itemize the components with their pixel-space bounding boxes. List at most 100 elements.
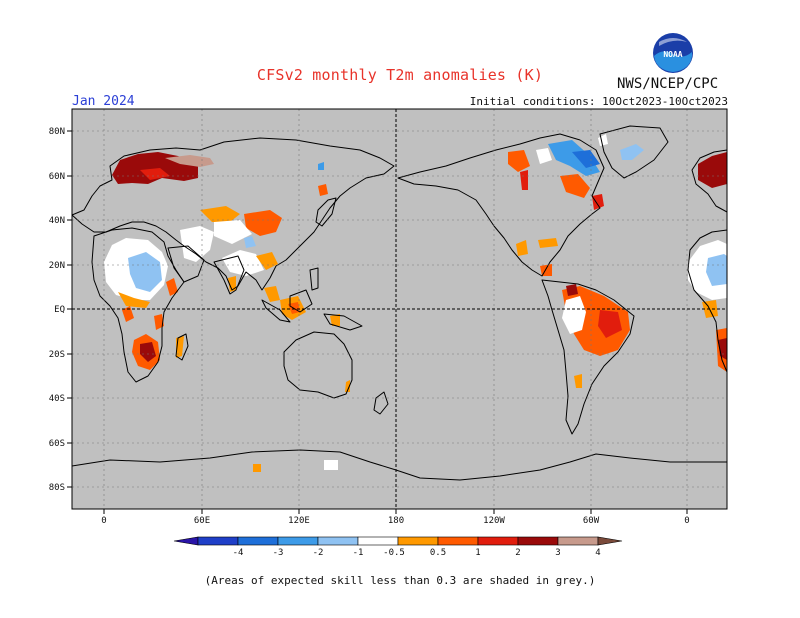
colorbar: -4 -3 -2 -1 -0.5 0.5 1 2 3 4 xyxy=(173,536,623,558)
lon-labels: 0 60E 120E 180 120W 60W 0 xyxy=(101,516,689,526)
lon-label: 60E xyxy=(194,516,210,526)
colorbar-tick-label: -0.5 xyxy=(383,548,405,558)
anomaly-patch xyxy=(536,148,552,164)
anomaly-patch xyxy=(200,206,240,222)
colorbar-tick-label: 2 xyxy=(515,548,520,558)
anomaly-patch xyxy=(140,342,156,362)
colorbar-bin xyxy=(557,536,599,546)
anomaly-patch xyxy=(118,292,150,308)
axis-ticks xyxy=(67,130,688,514)
anomaly-patch xyxy=(222,250,264,276)
colorbar-arrow-left xyxy=(173,536,199,546)
anomaly-patch xyxy=(562,296,586,334)
anomaly-patch xyxy=(324,460,338,470)
lon-label: 180 xyxy=(388,516,404,526)
coastline-sumatra xyxy=(261,299,291,323)
coastlines xyxy=(71,125,728,481)
anomaly-patch xyxy=(718,338,727,360)
anomaly-patch xyxy=(516,240,528,256)
noaa-logo-text: NOAA xyxy=(663,50,682,59)
coastline-africa-repeat xyxy=(687,229,728,373)
lat-labels: 80N 60N 40N 20N EQ 20S 40S 60S 80S xyxy=(49,127,65,493)
lon-label: 120E xyxy=(288,516,310,526)
colorbar-tick-label: -1 xyxy=(353,548,364,558)
coastline-northamerica xyxy=(397,133,605,277)
colorbar-tick-label: 4 xyxy=(595,548,600,558)
colorbar-tick-label: 0.5 xyxy=(430,548,446,558)
anomaly-patch xyxy=(318,184,328,196)
anomaly-patch xyxy=(698,152,727,188)
initial-conditions: Initial conditions: 10Oct2023-10Oct2023 xyxy=(469,95,728,108)
lat-label: EQ xyxy=(54,305,65,315)
anomaly-patch xyxy=(592,194,604,210)
lat-label: 40S xyxy=(49,394,65,404)
colorbar-arrow-right xyxy=(597,536,623,546)
anomaly-patch xyxy=(256,252,278,270)
anomaly-patch xyxy=(706,254,727,286)
lon-label: 0 xyxy=(684,516,689,526)
anomaly-patch xyxy=(166,278,178,296)
colorbar-bin xyxy=(277,536,319,546)
anomaly-patch xyxy=(154,314,164,330)
map-title: CFSv2 monthly T2m anomalies (K) xyxy=(256,66,544,84)
coastline-newguinea xyxy=(323,313,363,331)
coastline-madagascar xyxy=(175,333,189,361)
anomaly-patch xyxy=(122,306,134,322)
colorbar-bin xyxy=(437,536,479,546)
colorbar-bin xyxy=(477,536,519,546)
coastline-india xyxy=(213,255,245,295)
colorbar-tick-label: 3 xyxy=(555,548,560,558)
coastline-borneo xyxy=(289,289,313,313)
anomaly-patch xyxy=(318,162,324,170)
colorbar-tick-label: -2 xyxy=(313,548,324,558)
anomaly-patch xyxy=(520,170,528,190)
coastline-arabia xyxy=(167,245,205,283)
anomaly-patch xyxy=(264,286,280,302)
colorbar-bin xyxy=(317,536,359,546)
anomaly-patch xyxy=(330,314,340,326)
anomaly-patch xyxy=(560,174,590,198)
anomaly-patch xyxy=(574,374,582,388)
colorbar-bin xyxy=(357,536,399,546)
map-frame: 80N 60N 40N 20N EQ 20S 40S 60S 80S 0 60E… xyxy=(49,108,728,526)
anomaly-patch xyxy=(140,168,170,180)
lat-label: 20S xyxy=(49,350,65,360)
anomaly-patch xyxy=(620,144,644,160)
lat-label: 60S xyxy=(49,439,65,449)
anomaly-patch xyxy=(572,150,600,168)
colorbar-bin xyxy=(397,536,439,546)
colorbar-tick-label: -4 xyxy=(233,548,244,558)
coastline-africa xyxy=(91,227,185,383)
anomaly-patch xyxy=(214,220,252,244)
anomaly-patch xyxy=(128,252,162,292)
anomaly-patch xyxy=(180,226,214,262)
anomaly-patch xyxy=(345,380,350,392)
lat-label: 40N xyxy=(49,216,65,226)
colorbar-bin xyxy=(237,536,279,546)
anomaly-patch xyxy=(508,150,530,172)
anomaly-patch xyxy=(253,464,261,472)
coastline-antarctica xyxy=(71,449,727,481)
anomaly-patch xyxy=(538,238,558,248)
noaa-logo: NOAA xyxy=(653,33,693,73)
lat-label: 20N xyxy=(49,261,65,271)
forecast-month: Jan 2024 xyxy=(72,94,135,109)
colorbar-tick-label: 1 xyxy=(475,548,480,558)
coastline-philippines xyxy=(309,267,319,291)
coastline-eurasia xyxy=(71,137,395,291)
lon-label: 60W xyxy=(583,516,600,526)
coastline-greenland xyxy=(599,125,669,179)
colorbar-tick-label: -3 xyxy=(273,548,284,558)
footnote: (Areas of expected skill less than 0.3 a… xyxy=(204,574,596,587)
coastline-newzealand xyxy=(373,391,389,415)
anomaly-patch xyxy=(244,236,256,248)
lat-label: 80N xyxy=(49,127,65,137)
colorbar-bin xyxy=(197,536,239,546)
reference-lines xyxy=(72,109,727,509)
coastline-australia xyxy=(283,331,353,399)
coastline-southamerica xyxy=(541,279,635,435)
anomaly-patch xyxy=(228,276,236,292)
colorbar-bin xyxy=(517,536,559,546)
lon-label: 0 xyxy=(101,516,106,526)
